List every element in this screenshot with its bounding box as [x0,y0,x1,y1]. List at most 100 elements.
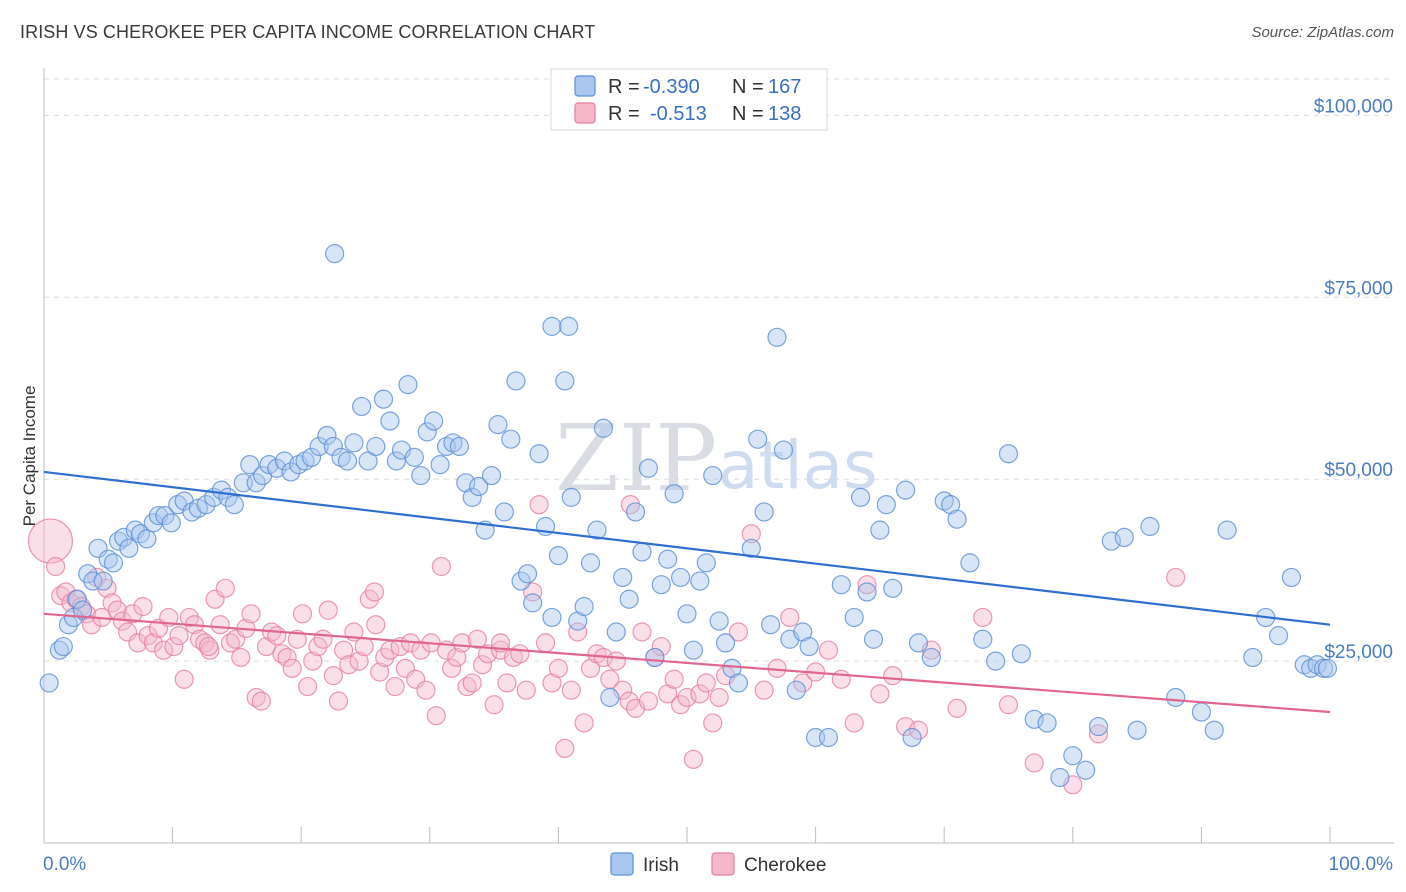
cherokee-point-119 [696,673,716,693]
cherokee-point-141 [998,695,1019,715]
irish-point-110 [748,429,768,449]
cherokee-point-51 [303,651,323,671]
irish-point-157 [1268,626,1289,646]
irish-point-49 [352,396,372,417]
irish-point-34 [246,473,266,493]
irish-point-143 [1050,767,1070,788]
irish-point-145 [1076,760,1096,780]
cherokee-point-94 [535,633,556,653]
cherokee-point-133 [857,575,877,595]
cherokee-point-84 [472,655,493,675]
irish-point-85 [580,553,601,573]
cherokee-point-130 [818,640,839,660]
cherokee-point-107 [619,691,639,711]
irish-point-66 [462,487,482,507]
cherokee-point-136 [896,716,916,737]
irish-point-106 [715,633,736,653]
irish-point-91 [619,589,639,609]
irish-point-21 [155,505,175,526]
cherokee-point-50 [298,676,318,697]
irish-point-153 [1204,720,1224,740]
irish-point-47 [337,451,358,471]
watermark-zip: ZIP [555,405,717,512]
cherokee-point-34 [215,578,235,598]
cherokee-point-90 [510,644,530,664]
y-tick-label-2: $75,000 [1324,278,1393,299]
irish-point-63 [443,433,463,453]
irish-point-41 [295,451,315,471]
cherokee-point-140 [973,607,993,628]
irish-point-137 [973,629,993,649]
irish-point-89 [606,622,626,642]
irish-point-70 [488,415,508,435]
source-label: Source: ZipAtlas.com [1251,24,1394,41]
irish-point-151 [1166,687,1186,708]
irish-point-51 [366,436,386,457]
cherokee-point-102 [587,644,607,664]
irish-point-46 [331,447,351,467]
irish-point-88 [600,687,620,708]
legend-irish-n-label: N = [732,76,764,98]
irish-point-127 [876,495,896,515]
irish-point-79 [542,607,562,628]
irish-point-112 [760,615,781,635]
legend-swatch-irish [574,75,596,97]
cherokee-point-147 [366,615,386,635]
irish-point-142 [1037,713,1057,733]
irish-point-31 [224,495,244,515]
cherokee-point-61 [354,636,374,657]
irish-point-109 [741,538,761,558]
legend-irish-r-value: -0.390 [643,76,700,98]
irish-point-39 [281,462,301,482]
chart-title: IRISH VS CHEROKEE PER CAPITA INCOME CORR… [20,22,596,42]
irish-point-165 [542,316,562,336]
trend-lines [43,470,1331,714]
cherokee-point-45 [272,644,292,664]
irish-point-45 [323,436,343,457]
cherokee-point-97 [555,738,575,759]
irish-point-104 [703,465,723,486]
irish-point-82 [561,487,581,507]
cherokee-point-105 [606,651,626,671]
irish-point-116 [786,680,806,700]
irish-point-95 [645,647,665,668]
cherokee-point-115 [670,695,691,715]
irish-point-44 [317,425,337,446]
irish-point-64 [449,436,469,457]
irish-point-87 [593,418,614,438]
cherokee-point-33 [210,615,230,635]
irish-point-121 [831,575,851,595]
cherokee-point-76 [431,556,451,577]
cherokee-point-98 [561,680,581,700]
x-tick-label-min: 0.0% [43,854,86,875]
cherokee-point-128 [793,673,813,693]
irish-point-67 [469,476,489,497]
bottom-legend-swatch-irish [610,852,634,876]
irish-point-73 [506,371,526,391]
cherokee-point-80 [452,633,472,653]
cherokee-point-148 [199,636,219,657]
cherokee-point-73 [416,680,436,700]
irish-point-22 [161,513,181,533]
legend-cherokee-n-value: 138 [768,103,801,125]
watermark: ZIP atlas [555,405,878,512]
legend-cherokee-r-label: R = [608,103,640,125]
irish-points [39,244,1338,788]
irish-point-15 [119,538,139,558]
cherokee-point-44 [267,626,287,646]
cherokee-point-121 [709,687,729,708]
irish-point-18 [137,529,157,549]
legend-irish-r-label: R = [608,76,640,98]
irish-point-118 [799,636,819,657]
cherokee-point-123 [728,622,749,642]
bottom-legend-irish: Irish [643,855,679,876]
irish-point-132 [921,647,941,668]
irish-point-148 [1114,527,1134,548]
irish-point-12 [103,553,124,573]
cherokee-point-26 [174,669,194,689]
cherokee-point-40 [246,687,266,708]
cherokee-point-57 [334,640,354,660]
irish-point-42 [301,447,322,467]
irish-point-150 [1140,516,1160,537]
